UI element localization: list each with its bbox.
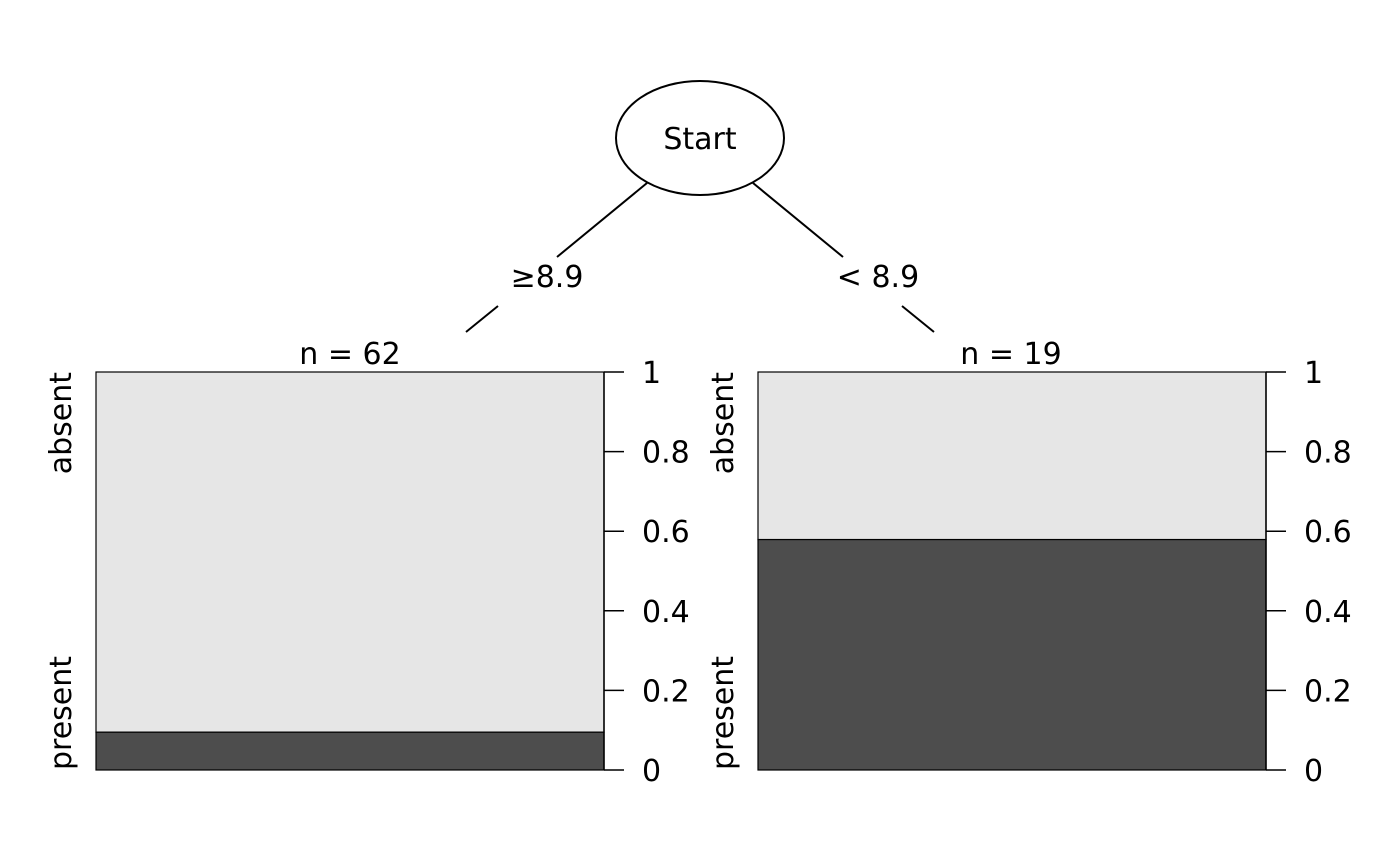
bar-segment-present xyxy=(757,538,1267,771)
connector-left-lower xyxy=(465,305,499,333)
edge-label-left: ≥8.9 xyxy=(511,260,584,295)
leaf-node-label: n = 19 xyxy=(960,337,1061,372)
leaf-panel-1: n = 62 present absent 0 0.2 0.4 0.6 0.8 1 xyxy=(44,337,690,789)
y-tick-label: 0.6 xyxy=(1304,515,1352,550)
y-axis: 0 0.2 0.4 0.6 0.8 1 xyxy=(1265,356,1352,789)
y-tick-label: 0 xyxy=(642,754,661,789)
category-label-absent: absent xyxy=(706,372,741,475)
leaf-node-label: n = 62 xyxy=(299,337,400,372)
tree-connectors xyxy=(465,182,935,333)
bar-segment-present xyxy=(95,731,605,771)
category-label-present: present xyxy=(44,656,79,770)
y-tick-label: 0.2 xyxy=(642,674,690,709)
bar-segment-absent xyxy=(757,371,1267,541)
category-label-absent: absent xyxy=(44,372,79,475)
y-tick-label: 1 xyxy=(642,356,661,391)
category-label-present: present xyxy=(706,656,741,770)
y-tick-label: 0.6 xyxy=(642,515,690,550)
y-tick-label: 0.8 xyxy=(1304,436,1352,471)
y-axis: 0 0.2 0.4 0.6 0.8 1 xyxy=(603,356,690,789)
root-node-label: Start xyxy=(663,122,737,157)
edge-label-right: < 8.9 xyxy=(837,260,919,295)
root-node: Start xyxy=(615,80,785,196)
bar-segment-absent xyxy=(95,371,605,733)
y-tick-label: 1 xyxy=(1304,356,1323,391)
y-tick-label: 0.2 xyxy=(1304,674,1352,709)
leaf-panel-2: n = 19 present absent 0 0.2 0.4 0.6 0.8 1 xyxy=(706,337,1352,789)
root-node-ellipse xyxy=(615,80,785,196)
connector-right-lower xyxy=(901,305,935,333)
y-tick-label: 0.4 xyxy=(642,595,690,630)
y-tick-label: 0.4 xyxy=(1304,595,1352,630)
y-tick-label: 0 xyxy=(1304,754,1323,789)
connector-right-upper xyxy=(752,182,844,258)
connector-left-upper xyxy=(556,182,648,258)
y-tick-label: 0.8 xyxy=(642,436,690,471)
